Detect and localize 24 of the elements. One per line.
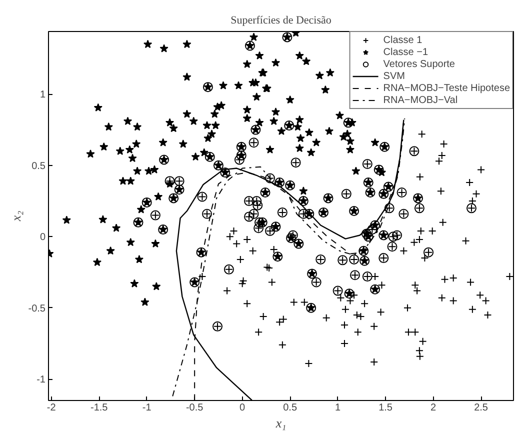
- legend-label: Classe 1: [383, 34, 422, 46]
- y-tick-label: 1: [40, 90, 46, 101]
- y-tick-label: -0.5: [28, 303, 46, 314]
- legend-label: SVM: [383, 70, 405, 82]
- y-tick-label: 0: [40, 232, 46, 244]
- legend-label: RNA−MOBJ−Val: [383, 94, 458, 106]
- x-tick-label: -0.5: [186, 402, 204, 414]
- x-tick-label: 1: [335, 402, 342, 414]
- x-tick-label: -1: [142, 402, 152, 414]
- y-tick-label: 0.5: [32, 160, 46, 172]
- chart-title: Superfícies de Decisão: [230, 14, 332, 26]
- x-tick-label: -2: [46, 402, 56, 414]
- x-tick-label: 1.5: [378, 402, 393, 414]
- x-tick-label: 2: [430, 402, 437, 414]
- y-axis-title: x₂: [8, 210, 24, 222]
- x-tick-label: 2.5: [474, 402, 488, 414]
- legend-label: RNA−MOBJ−Teste Hipotese: [383, 82, 510, 94]
- y-tick-label: -1: [36, 374, 46, 386]
- x-tick-label: -1.5: [90, 402, 108, 414]
- x-tick-label: 0: [240, 402, 246, 414]
- legend-label: Classe −1: [383, 46, 428, 58]
- x-tick-label: 0.5: [283, 402, 298, 414]
- legend-label: Vetores Suporte: [383, 58, 455, 70]
- x-axis-title: x₁: [274, 416, 286, 430]
